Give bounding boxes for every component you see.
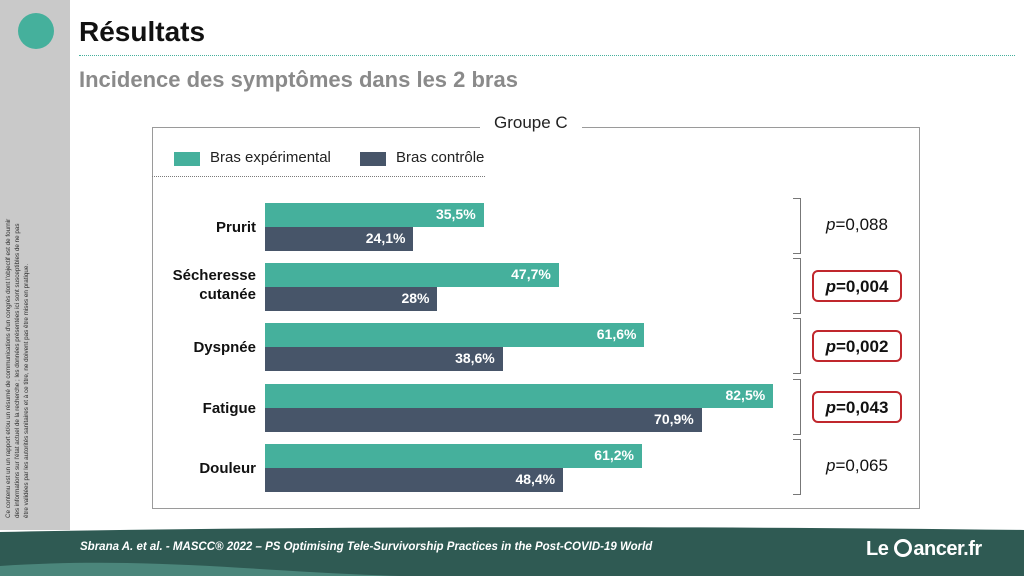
pvalue-text: =0,043 — [835, 397, 889, 417]
pvalue-prefix: p — [825, 337, 836, 357]
category-label: Fatigue — [202, 399, 256, 417]
category-label: Prurit — [215, 219, 256, 236]
pvalue-prefix: p — [826, 215, 836, 234]
data-label: 61,2% — [594, 446, 634, 463]
logo-text-after: ancer.fr — [913, 538, 982, 560]
data-label: 24,1% — [365, 230, 406, 246]
legend-divider — [152, 176, 485, 177]
pvalue-prefix: p — [826, 455, 836, 475]
bar-control: 70,9% — [265, 407, 702, 432]
pvalue-bracket — [793, 258, 801, 315]
bar-experimental: 61,2% — [265, 443, 642, 468]
title-divider — [79, 55, 1015, 56]
pvalue-significant-badge: p=0,043 — [812, 390, 902, 423]
bar-experimental: 82,5% — [265, 383, 774, 408]
pvalue-text: =0,002 — [835, 337, 889, 357]
bar-control: 24,1% — [265, 227, 414, 251]
legend-swatch-control — [360, 152, 386, 166]
pvalue-bracket — [793, 318, 801, 375]
pvalue-bracket — [793, 198, 801, 254]
pvalue-text: =0,065 — [835, 455, 888, 475]
category-label: Douleur — [199, 459, 256, 477]
bar-control: 38,6% — [265, 347, 503, 372]
footer-citation: Sbrana A. et al. - MASCC® 2022 – PS Opti… — [80, 541, 653, 553]
data-label: 70,9% — [654, 410, 694, 427]
logo-text-before: Le — [866, 538, 889, 560]
data-label: 35,5% — [435, 206, 476, 222]
pvalue-bracket — [793, 438, 801, 495]
disclaimer-text: Ce contenu est un un rapport et/ou un ré… — [5, 218, 30, 518]
pvalue-significant-badge: p=0,002 — [812, 330, 902, 363]
footer-band — [0, 527, 1024, 576]
pvalue-label: p=0,065 — [812, 451, 902, 483]
pvalue-prefix: p — [825, 277, 836, 297]
chart-title: Groupe C — [480, 113, 582, 133]
legend-label-control: Bras contrôle — [396, 149, 485, 166]
bar-control: 28% — [265, 287, 438, 312]
bar-experimental: 47,7% — [265, 263, 559, 288]
data-label: 47,7% — [511, 266, 551, 283]
logo-circle-icon — [894, 539, 913, 557]
bar-experimental: 61,6% — [265, 323, 645, 348]
pvalue-text: =0,088 — [835, 215, 888, 234]
lecancer-logo: Le ancer.fr — [866, 538, 982, 561]
teal-circle-icon — [18, 13, 54, 49]
pvalue-prefix: p — [825, 397, 836, 417]
pvalue-bracket — [793, 378, 801, 435]
data-label: 61,6% — [596, 326, 637, 343]
bar-experimental: 35,5% — [265, 203, 484, 227]
pvalue-significant-badge: p=0,004 — [812, 270, 902, 303]
category-label: Sécheresse cutanée — [172, 267, 256, 304]
data-label: 48,4% — [515, 470, 556, 487]
legend-swatch-experimental — [174, 152, 200, 166]
data-label: 38,6% — [455, 350, 495, 367]
page-title: Résultats — [79, 16, 206, 47]
category-label: Dyspnée — [193, 339, 256, 357]
data-label: 28% — [401, 290, 430, 307]
pvalue-label: p=0,088 — [812, 210, 902, 242]
page-subtitle: Incidence des symptômes dans les 2 bras — [79, 67, 518, 92]
left-side-band: Ce contenu est un un rapport et/ou un ré… — [0, 0, 70, 530]
pvalue-text: =0,004 — [835, 277, 889, 297]
bar-control: 48,4% — [265, 467, 564, 492]
legend-label-experimental: Bras expérimental — [210, 149, 331, 166]
data-label: 82,5% — [725, 386, 766, 403]
